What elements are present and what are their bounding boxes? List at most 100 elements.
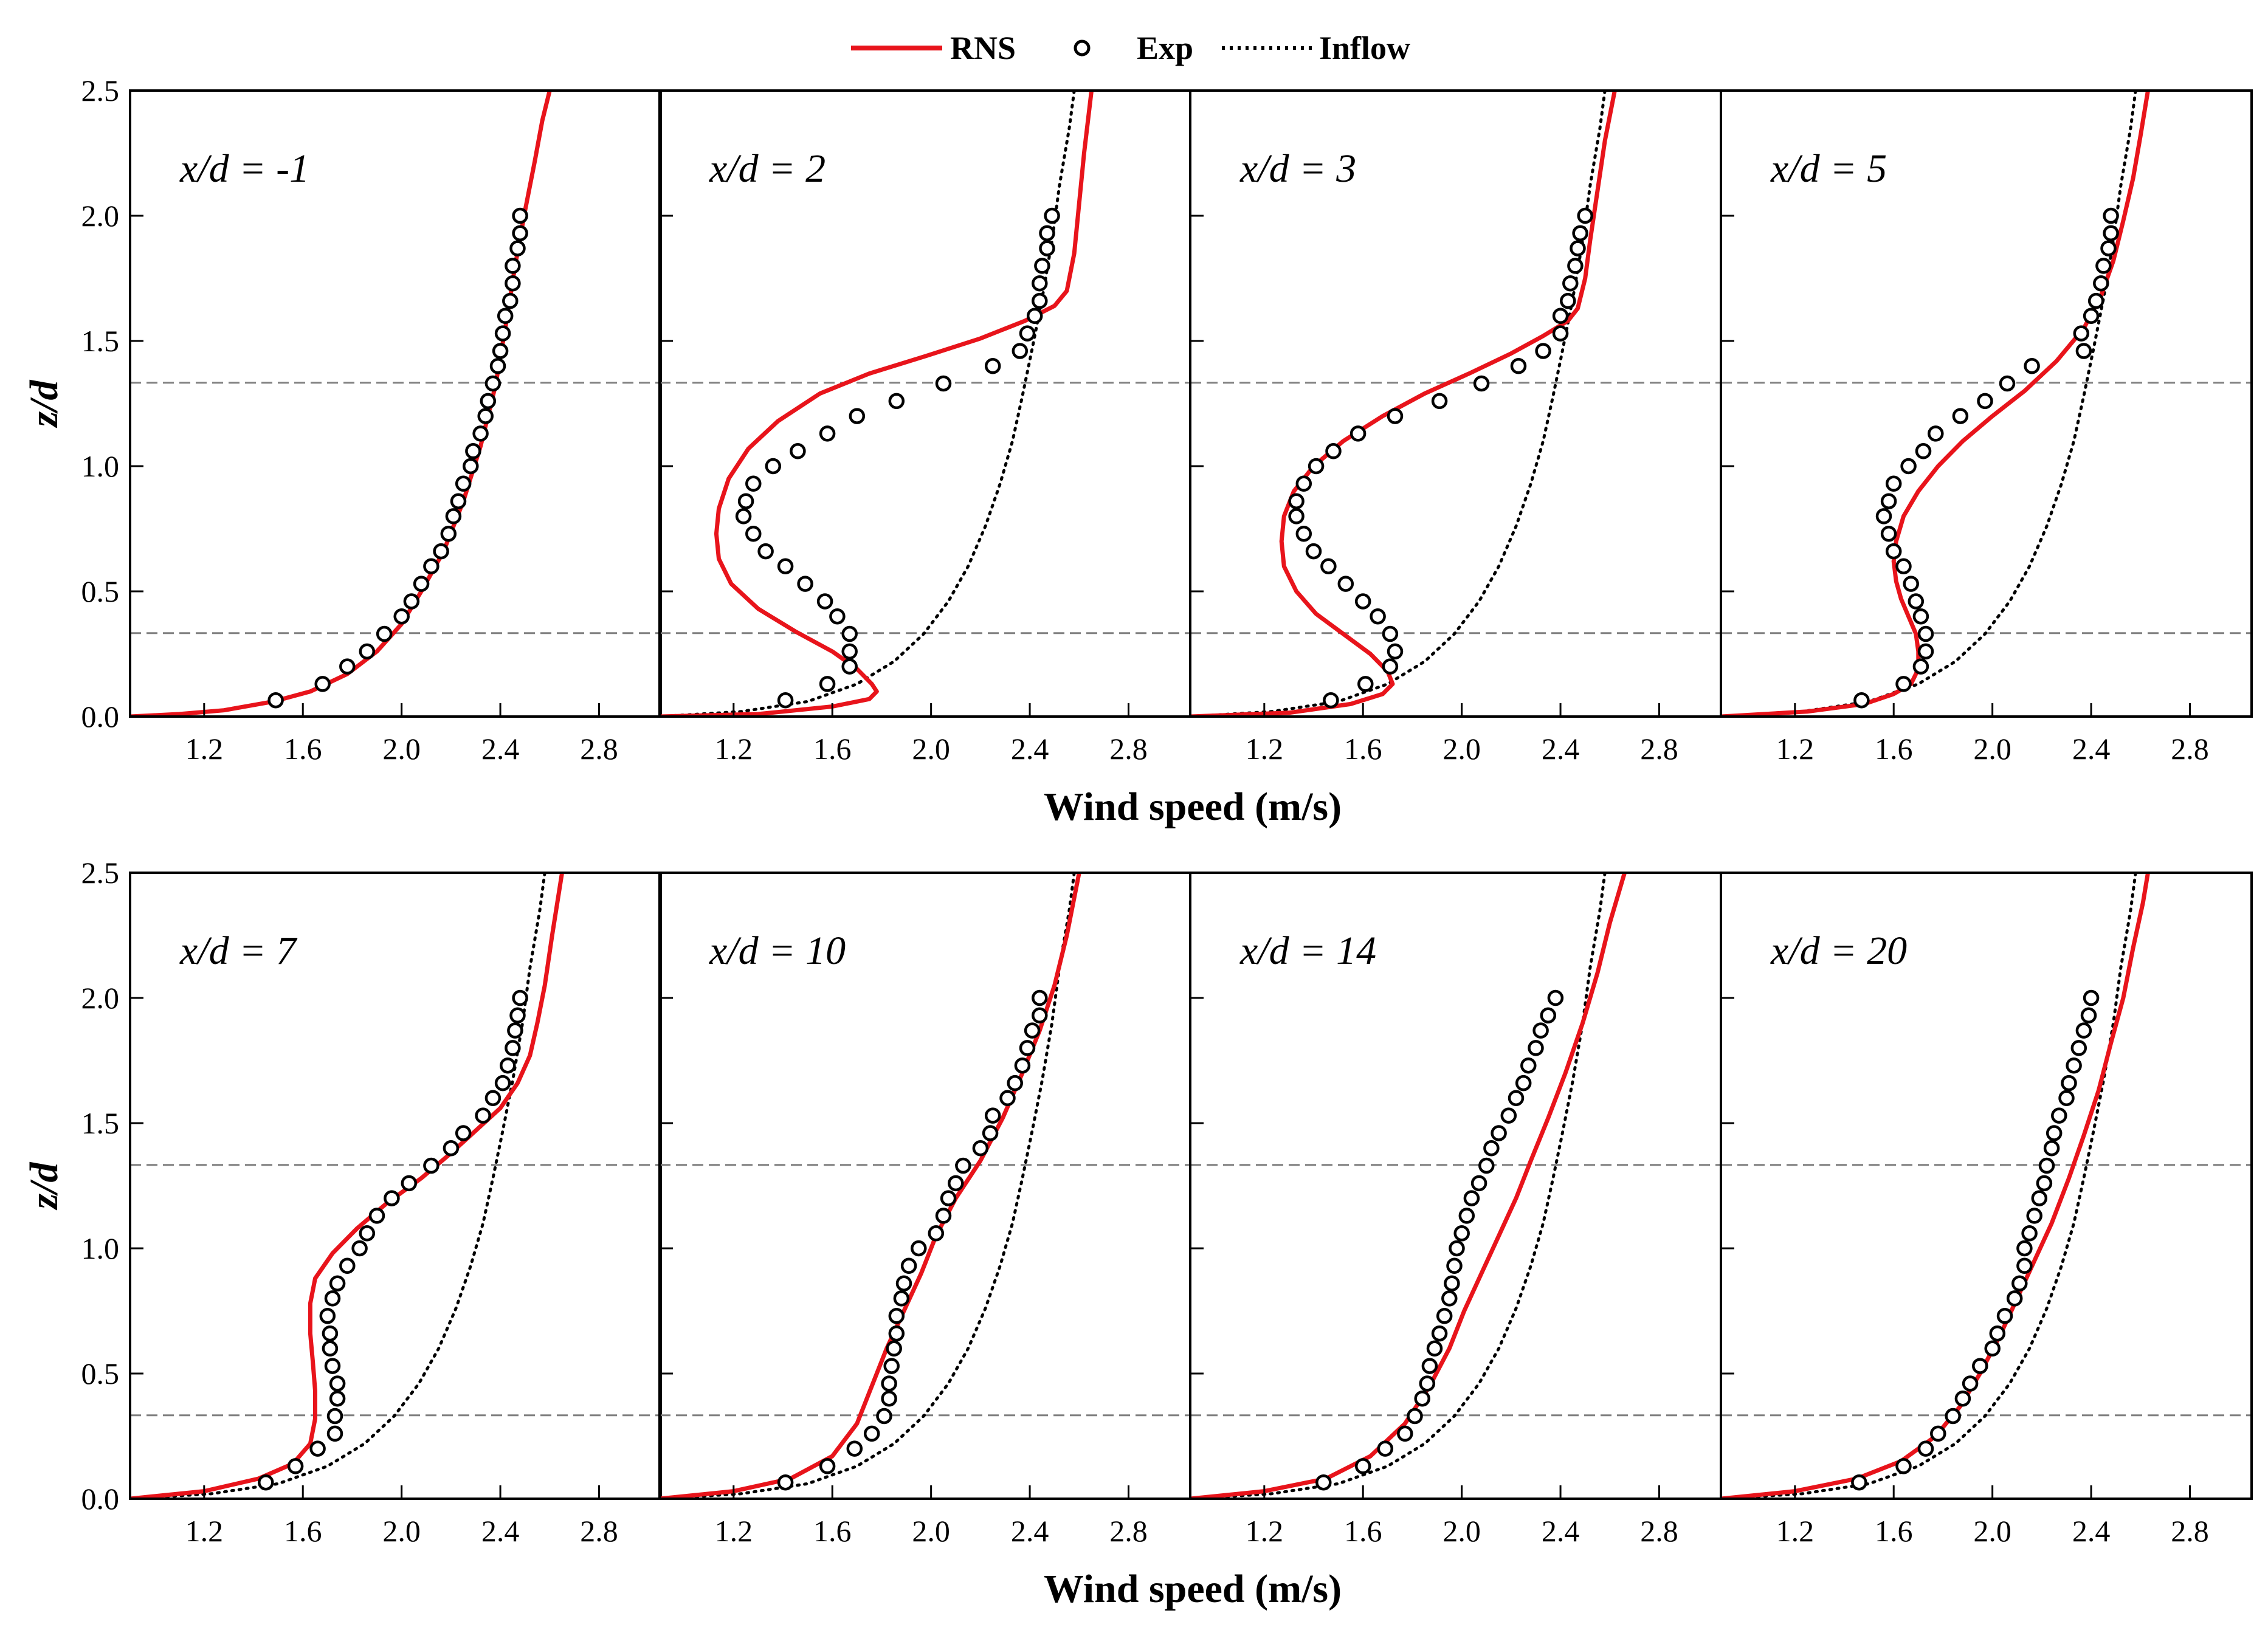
x-tick-label: 2.4 [481,1514,520,1548]
x-tick-label: 1.2 [185,1514,224,1548]
exp-point [1885,543,1902,560]
exp-point [1895,1458,1912,1474]
exp-point [1473,375,1490,392]
exp-point [1915,443,1932,459]
inflow-line [660,873,1076,1499]
exp-point [1535,343,1551,359]
x-tick-label: 1.6 [1344,1514,1382,1548]
panel-6: 1.2 1.6 2.0 2.4 2.8 x/d = 10 [658,872,1191,1548]
exp-point [1288,493,1305,509]
x-tick-label: 1.6 [1875,732,1913,766]
exp-point [1007,1075,1023,1092]
exp-point [1917,643,1934,660]
x-tick-label: 2.4 [1011,732,1049,766]
exp-point [1421,1358,1438,1374]
x-tick-label: 1.6 [1344,732,1382,766]
exp-point [359,643,376,660]
exp-point [1295,475,1312,492]
x-tick-label: 1.6 [813,1514,852,1548]
exp-point [512,989,528,1006]
exp-point [886,1340,902,1357]
exp-point [2043,1140,2060,1157]
exp-point [1370,608,1386,625]
exp-point [972,1140,989,1157]
x-tick-label: 2.4 [1542,732,1580,766]
exp-point [1382,625,1399,642]
exp-point [1458,1208,1475,1224]
exp-point [1377,1440,1394,1457]
exp-point [1515,1075,1532,1092]
exp-point [324,1358,341,1374]
exp-point [463,458,479,475]
exp-point [443,1140,460,1157]
exp-point [329,1390,346,1407]
exp-point [888,1325,905,1342]
exp-point [1928,425,1944,442]
exp-point [1426,1340,1443,1357]
exp-point [393,608,410,625]
exp-point [1567,258,1584,274]
exp-point [472,425,489,442]
x-tick-label: 2.8 [580,1514,618,1548]
exp-point [2066,1057,2082,1074]
exp-point [1032,989,1048,1006]
plot-area [660,873,1081,1499]
exp-point [359,1225,376,1242]
exp-point [403,593,420,610]
exp-point [935,375,952,392]
plot-area [660,91,1094,717]
legend-label: RNS [950,30,1016,66]
exp-point [1308,458,1325,475]
exp-point [1032,292,1048,309]
exp-point [423,558,439,575]
exp-point [477,408,494,424]
x-tick-label: 2.8 [580,732,618,766]
inflow-line [1190,91,1607,717]
exp-point [500,1057,516,1074]
exp-point [895,1275,912,1291]
exp-point [309,1440,326,1457]
exp-point [819,425,836,442]
exp-point [1032,275,1048,292]
exp-point [1945,1408,1961,1425]
panel-7: 1.2 1.6 2.0 2.4 2.8 x/d = 14 [1189,872,1722,1548]
exp-point [2051,1107,2067,1124]
exp-point [1954,1390,1971,1407]
x-tick-label: 2.0 [382,732,421,766]
exp-point [2016,1257,2033,1274]
y-tick-label: 2.5 [81,74,120,108]
panel-title: x/d = 10 [709,929,846,973]
exp-point [1880,493,1897,509]
x-tick-label: 1.2 [1776,732,1815,766]
exp-point [1851,1474,1867,1491]
legend-item-exp: Exp [1074,30,1193,66]
x-tick-label: 2.0 [1442,1514,1481,1548]
exp-point [2075,343,2092,359]
exp-point [322,1340,339,1357]
x-tick-label: 2.4 [481,732,520,766]
exp-point [1305,543,1322,560]
exp-point [1552,308,1569,325]
exp-point [484,375,502,392]
y-tick-label: 2.5 [81,856,120,890]
panel-title: x/d = 2 [709,146,826,191]
exp-point [2083,989,2100,1006]
rns-line [130,873,565,1499]
legend-label: Exp [1137,30,1193,66]
x-tick-label: 1.6 [1875,1514,1913,1548]
exp-point [911,1240,927,1257]
exp-point [940,1190,957,1206]
exp-point [1483,1140,1500,1157]
x-tick-label: 2.4 [2072,732,2111,766]
exp-point [900,1257,917,1274]
exp-point [401,1175,418,1192]
exp-point [339,1257,356,1274]
exp-point [1295,525,1312,542]
exp-point [2021,1225,2038,1242]
panels: 1.2 1.6 2.0 2.4 2.8 0.0 0.5 1.0 1.5 2.0 2.5 x/d = -… [81,74,2253,1548]
exp-point [1996,1307,2013,1324]
rns-line [660,91,1094,717]
y-tick-label: 0.0 [81,1482,120,1516]
exp-point [314,676,331,692]
exp-point [745,475,762,492]
